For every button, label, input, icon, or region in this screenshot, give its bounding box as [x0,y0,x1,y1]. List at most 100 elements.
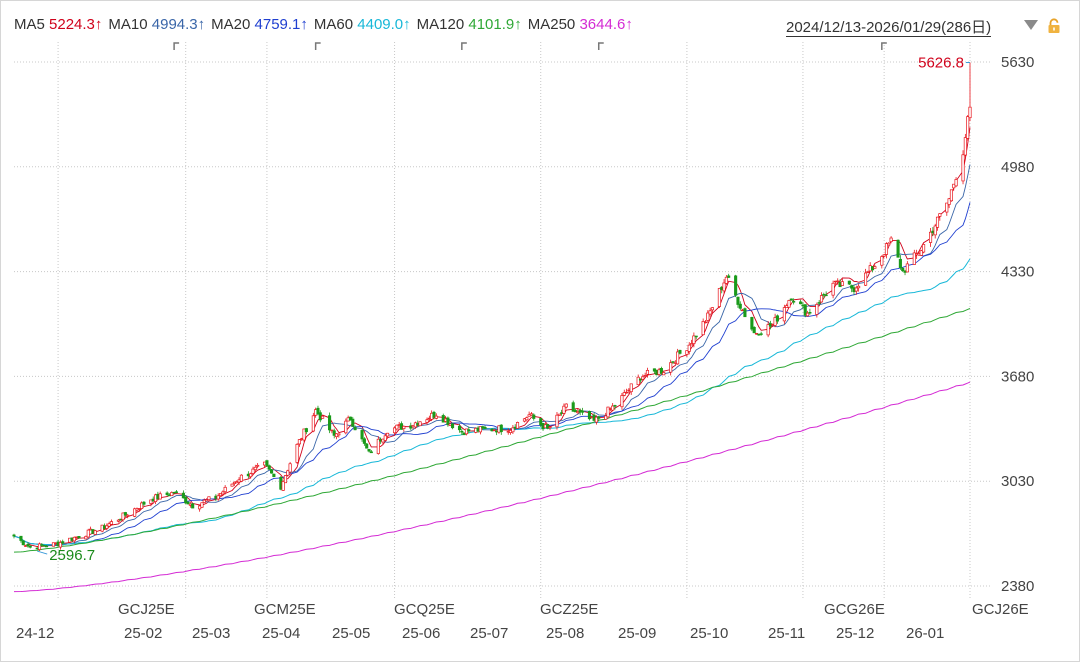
candle [304,427,308,435]
grid-lines [14,42,992,600]
moving-average-lines [13,127,971,593]
candle [611,403,615,411]
candle [722,279,726,294]
lock-icon[interactable] [1046,18,1062,34]
candle [19,535,23,543]
candle [84,535,88,540]
ma-line-ma20 [13,202,971,546]
ma-line-ma60 [13,258,971,546]
candle [799,299,803,305]
ma-value: 4409.0↑ [357,16,411,33]
candle [28,545,32,549]
candle [529,411,533,416]
candle [174,489,178,494]
low-label: 2596.7 [49,547,95,564]
ma-label: MA20 [211,16,255,33]
ma-line-ma5 [13,127,971,547]
candle [457,423,462,433]
candle [896,239,900,258]
ma-value: 5224.3↑ [49,16,103,33]
candle [460,428,464,436]
ma-value: 4994.3↑ [151,16,206,33]
candle [692,332,696,348]
candle [706,310,710,323]
candle [687,342,691,355]
candle [564,403,568,409]
triangle-down-icon[interactable] [1024,20,1038,30]
candle [961,150,965,185]
candle [392,426,397,436]
candle [935,216,940,231]
date-range-text[interactable]: 2024/12/13-2026/01/29(286日) [786,19,992,37]
candle [873,264,877,269]
candle [938,213,942,221]
candle [149,499,153,507]
candle [26,542,30,548]
x-month-label: 25-11 [768,625,805,642]
candle [532,413,536,421]
candle [831,280,835,299]
candle [253,464,257,472]
candle [297,439,301,447]
x-month-label: 25-07 [470,625,508,642]
candle [850,284,854,293]
candle [58,540,62,550]
candle [685,350,689,358]
candle [857,283,861,292]
candle [249,472,253,479]
candle [789,298,793,301]
candle [351,416,355,427]
candle [12,533,16,539]
candle [467,426,471,434]
candle [662,370,666,376]
annotations: 5626.8 2596.7 [37,55,970,564]
candle [383,433,387,441]
candle [947,197,951,209]
candle [792,298,796,305]
candle [620,393,624,410]
candle [93,529,97,535]
candle [123,511,127,518]
candle [701,318,705,336]
x-month-label: 24-12 [16,625,54,642]
candle [949,189,953,202]
candle [527,411,531,417]
candle [629,383,633,395]
candle [912,249,916,265]
candle [61,539,65,545]
candle [659,366,663,375]
candle [882,254,886,258]
candle [165,491,169,497]
candle [265,460,269,467]
date-range-selector[interactable]: 2024/12/13-2026/01/29(286日) [786,16,992,37]
candle [787,299,791,308]
candle [295,443,299,464]
candle [218,493,223,496]
candle [736,296,740,308]
candle [752,326,756,334]
candle [446,416,450,427]
x-axis: 24-12 25-02 25-03 25-04 25-05 25-06 25-07 25-08… [16,601,1029,642]
candle [515,421,520,429]
candle [186,501,190,505]
rollover-marker [881,42,887,50]
x-month-label: 25-12 [836,625,874,642]
candle [267,464,271,470]
candle [775,314,779,324]
candle [348,416,353,421]
x-month-label: 25-05 [332,625,370,642]
candle [328,412,332,434]
candle [51,542,55,547]
candle [866,270,870,273]
ma-label: MA5 [14,16,50,33]
candle [223,485,227,495]
candle [272,473,276,478]
candle [724,275,728,285]
ma-legend-item-ma20: MA20 4759.1↑ [211,16,308,33]
candle [21,540,25,546]
candle [622,389,626,397]
candle [511,424,515,434]
candle [121,512,125,522]
candle [44,544,49,548]
